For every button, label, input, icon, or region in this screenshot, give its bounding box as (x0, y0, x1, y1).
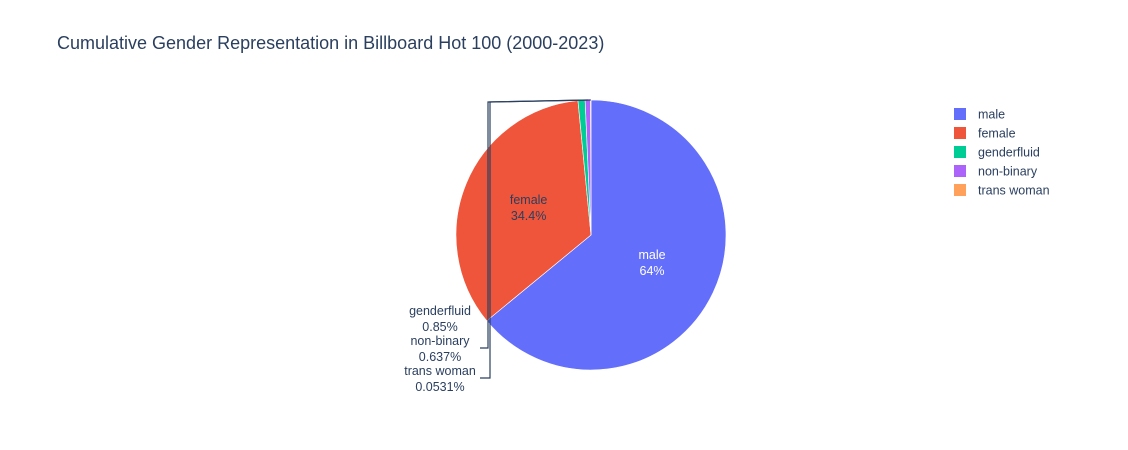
legend-label: male (978, 108, 1005, 122)
svg-text:male: male (638, 248, 665, 262)
slice-label-male: male 64% (638, 248, 665, 278)
legend-item-female[interactable]: female (954, 127, 1016, 141)
svg-text:34.4%: 34.4% (511, 209, 546, 223)
legend-swatch (954, 108, 966, 120)
leader-lines (480, 99, 591, 379)
chart-title: Cumulative Gender Representation in Bill… (57, 33, 605, 53)
legend-item-non-binary[interactable]: non-binary (954, 165, 1038, 179)
svg-text:64%: 64% (640, 264, 665, 278)
legend-swatch (954, 146, 966, 158)
legend-swatch (954, 184, 966, 196)
svg-text:female: female (510, 193, 548, 207)
svg-text:non-binary: non-binary (410, 334, 470, 348)
slice-label-trans-woman: trans woman 0.0531% (404, 364, 476, 394)
legend-item-genderfluid[interactable]: genderfluid (954, 146, 1040, 160)
legend-swatch (954, 165, 966, 177)
svg-text:0.637%: 0.637% (419, 350, 461, 364)
svg-text:0.85%: 0.85% (422, 320, 457, 334)
slice-label-non-binary: non-binary 0.637% (410, 334, 470, 364)
legend[interactable]: male female genderfluid non-binary trans wom… (954, 108, 1050, 198)
legend-label: genderfluid (978, 146, 1040, 160)
slice-label-female: female 34.4% (510, 193, 548, 223)
slice-label-genderfluid: genderfluid 0.85% (409, 304, 471, 334)
svg-text:0.0531%: 0.0531% (415, 380, 464, 394)
svg-text:genderfluid: genderfluid (409, 304, 471, 318)
legend-item-male[interactable]: male (954, 108, 1005, 122)
slice-male[interactable] (486, 99, 727, 371)
svg-text:trans woman: trans woman (404, 364, 476, 378)
legend-label: non-binary (978, 165, 1038, 179)
legend-label: female (978, 127, 1016, 141)
legend-swatch (954, 127, 966, 139)
slices-layer (455, 99, 727, 371)
legend-item-trans-woman[interactable]: trans woman (954, 184, 1050, 198)
leader-line-trans-woman (480, 99, 591, 379)
legend-label: trans woman (978, 184, 1050, 198)
slice-labels: male 64% female 34.4% genderfluid 0.85%non-bi… (404, 193, 665, 394)
